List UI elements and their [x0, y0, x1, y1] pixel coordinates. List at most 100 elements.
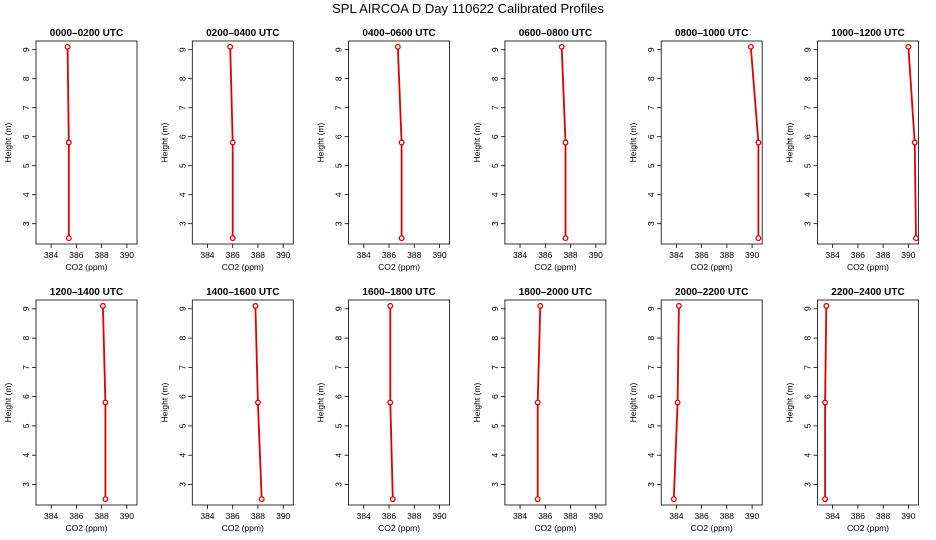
data-point	[747, 43, 754, 50]
y-tick-label: 7	[21, 365, 31, 370]
data-point	[755, 235, 762, 242]
main-title: SPL AIRCOA D Day 110622 Calibrated Profi…	[332, 1, 604, 16]
x-axis-label: CO2 (ppm)	[847, 523, 889, 533]
x-tick-label: 388	[876, 250, 890, 260]
plot-frame	[35, 299, 138, 506]
x-tick-label: 390	[589, 250, 603, 260]
y-tick-label: 3	[490, 482, 500, 487]
y-tick-label: 4	[177, 453, 187, 458]
plot-frame	[35, 40, 138, 245]
y-tick-label: 8	[646, 76, 656, 81]
x-tick-label: 386	[538, 511, 552, 521]
profile-panel: 0200–0400 UTC 384 386 388 390 CO2 (ppm) 3 4 5 6 7 8…	[159, 28, 294, 272]
plot-frame	[660, 299, 763, 506]
x-axis-label: CO2 (ppm)	[847, 262, 889, 272]
x-tick-label: 386	[695, 250, 709, 260]
data-point	[534, 496, 541, 503]
y-tick-label: 5	[803, 163, 813, 168]
y-tick-label: 8	[334, 76, 344, 81]
y-tick-label: 6	[177, 394, 187, 399]
x-tick-label: 386	[382, 511, 396, 521]
x-tick-label: 386	[382, 250, 396, 260]
y-tick-label: 8	[490, 76, 500, 81]
profile-panel: 0600–0800 UTC 384 386 388 390 CO2 (ppm) 3 4 5 6 7 8…	[472, 28, 607, 272]
data-point	[675, 302, 682, 309]
y-tick-label: 3	[334, 221, 344, 226]
plot-frame	[348, 40, 451, 245]
panel-title: 1600–1800 UTC	[362, 287, 435, 298]
x-tick-label: 390	[120, 250, 134, 260]
y-tick-label: 7	[21, 105, 31, 110]
data-point	[64, 43, 71, 50]
plot-frame	[504, 299, 607, 506]
y-tick-label: 6	[646, 394, 656, 399]
x-tick-label: 388	[251, 250, 265, 260]
x-tick-label: 390	[745, 250, 759, 260]
x-tick-label: 384	[669, 511, 683, 521]
plot-frame	[191, 40, 294, 245]
y-tick-label: 4	[21, 192, 31, 197]
y-tick-label: 9	[803, 306, 813, 311]
panel-title: 1400–1600 UTC	[206, 287, 279, 298]
x-tick-label: 386	[695, 511, 709, 521]
x-tick-label: 386	[851, 250, 865, 260]
x-tick-label: 388	[251, 511, 265, 521]
y-tick-label: 3	[177, 221, 187, 226]
data-point	[823, 302, 830, 309]
x-tick-label: 388	[563, 511, 577, 521]
y-tick-label: 3	[646, 221, 656, 226]
panel-title: 1800–2000 UTC	[519, 287, 592, 298]
x-tick-label: 384	[826, 511, 840, 521]
x-tick-label: 388	[563, 250, 577, 260]
y-tick-label: 7	[646, 105, 656, 110]
x-tick-label: 384	[669, 250, 683, 260]
x-tick-label: 388	[407, 250, 421, 260]
y-tick-label: 6	[334, 134, 344, 139]
y-axis-label: Height (m)	[3, 123, 13, 163]
data-point	[102, 399, 109, 406]
y-tick-label: 6	[803, 134, 813, 139]
x-axis-label: CO2 (ppm)	[222, 523, 264, 533]
y-tick-label: 9	[21, 47, 31, 52]
data-point	[905, 43, 912, 50]
y-tick-label: 3	[21, 221, 31, 226]
x-tick-label: 390	[276, 250, 290, 260]
y-tick-label: 5	[490, 423, 500, 428]
data-point	[387, 302, 394, 309]
y-tick-label: 4	[490, 192, 500, 197]
x-tick-label: 388	[720, 250, 734, 260]
data-point	[99, 302, 106, 309]
y-tick-label: 8	[21, 335, 31, 340]
x-axis-label: CO2 (ppm)	[65, 523, 107, 533]
y-axis-label: Height (m)	[785, 123, 795, 163]
x-axis-label: CO2 (ppm)	[691, 262, 733, 272]
x-tick-label: 388	[407, 511, 421, 521]
y-tick-label: 7	[646, 365, 656, 370]
x-tick-label: 384	[513, 250, 527, 260]
y-tick-label: 9	[177, 306, 187, 311]
data-point	[822, 399, 829, 406]
y-tick-label: 8	[21, 76, 31, 81]
panel-title: 2200–2400 UTC	[831, 287, 904, 298]
y-tick-label: 4	[334, 192, 344, 197]
plot-frame	[191, 299, 294, 506]
profile-panel: 2200–2400 UTC 384 386 388 390 CO2 (ppm) 3 4 5 6 7 8…	[785, 287, 919, 533]
profile-panel: 0800–1000 UTC 384 386 388 390 CO2 (ppm) 3 4 5 6 7 8…	[628, 28, 763, 272]
y-tick-label: 4	[646, 192, 656, 197]
y-tick-label: 9	[177, 47, 187, 52]
plot-frame	[817, 299, 919, 506]
y-tick-label: 8	[177, 76, 187, 81]
y-tick-label: 4	[803, 192, 813, 197]
y-tick-label: 7	[803, 365, 813, 370]
y-tick-label: 9	[334, 306, 344, 311]
x-axis-label: CO2 (ppm)	[534, 523, 576, 533]
profile-panel: 0000–0200 UTC 384 386 388 390 CO2 (ppm) 3 4 5 6 7 8…	[3, 28, 138, 272]
x-tick-label: 384	[513, 511, 527, 521]
y-tick-label: 4	[334, 453, 344, 458]
x-axis-label: CO2 (ppm)	[691, 523, 733, 533]
data-point	[670, 496, 677, 503]
y-tick-label: 6	[646, 134, 656, 139]
x-axis-label: CO2 (ppm)	[378, 262, 420, 272]
y-axis-label: Height (m)	[472, 383, 482, 423]
data-point	[227, 43, 234, 50]
